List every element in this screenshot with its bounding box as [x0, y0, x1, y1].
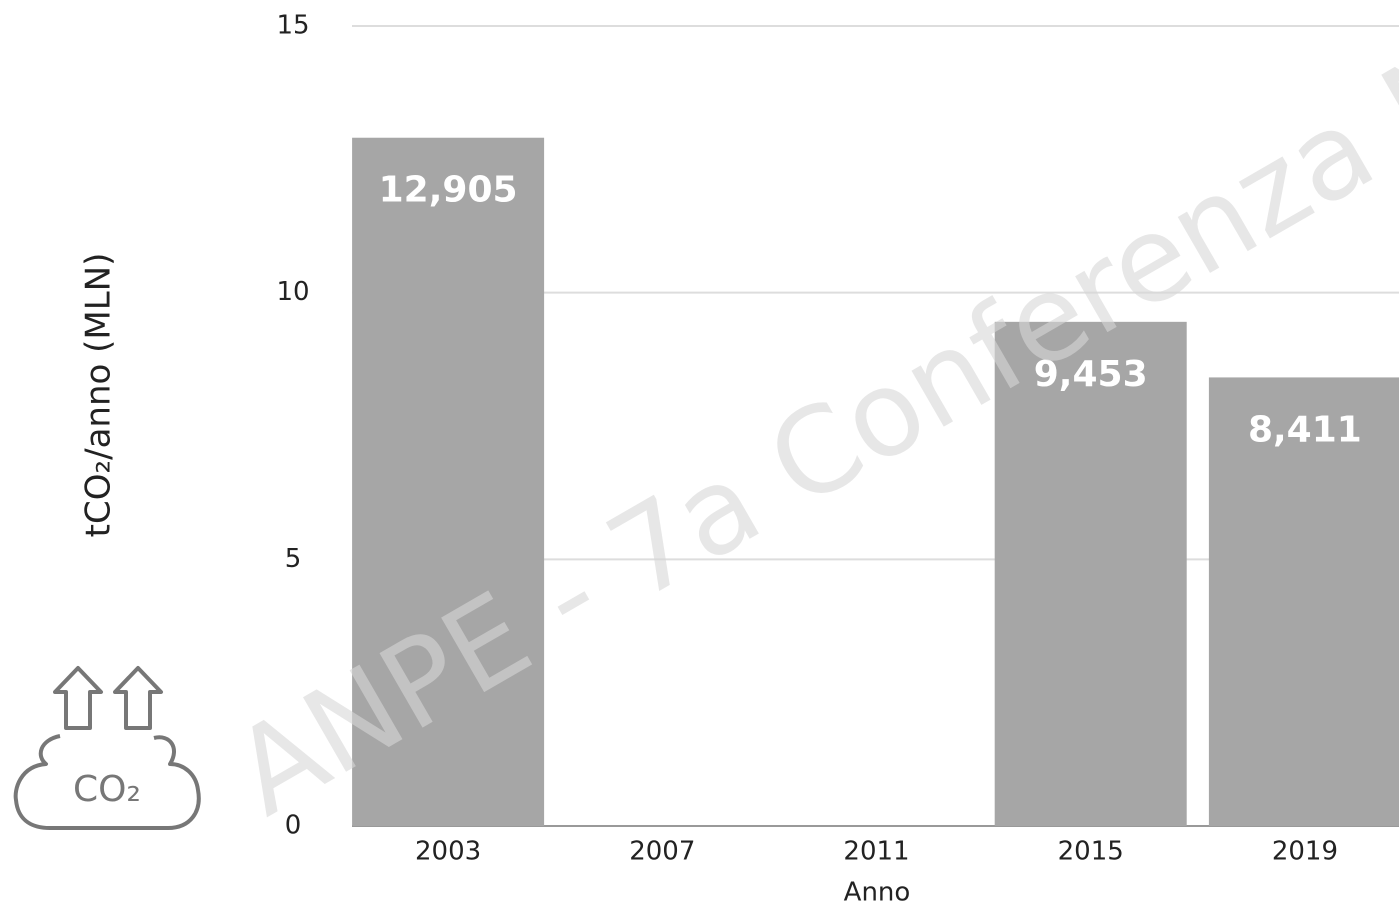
icon-label: CO₂ — [73, 769, 141, 810]
value-label: 12,905 — [379, 170, 518, 211]
x-tick-label: 2019 — [1272, 837, 1338, 867]
bar — [352, 137, 545, 826]
y-tick-label: 0 — [285, 811, 302, 841]
x-tick-label: 2015 — [1058, 837, 1124, 867]
value-label: 8,411 — [1248, 409, 1362, 450]
x-tick-label: 2011 — [843, 837, 909, 867]
y-axis-label: tCO₂/anno (MLN) — [79, 253, 119, 538]
y-tick-label: 15 — [276, 11, 309, 41]
bar — [994, 321, 1187, 826]
co2-icon — [13, 666, 201, 830]
y-tick-label: 5 — [285, 544, 302, 574]
y-tick-label: 10 — [276, 277, 309, 307]
value-label: 9,453 — [1034, 354, 1148, 395]
x-axis-label: Anno — [844, 878, 911, 908]
x-tick-label: 2007 — [629, 837, 695, 867]
bar — [1208, 377, 1399, 826]
x-tick-label: 2003 — [415, 837, 481, 867]
